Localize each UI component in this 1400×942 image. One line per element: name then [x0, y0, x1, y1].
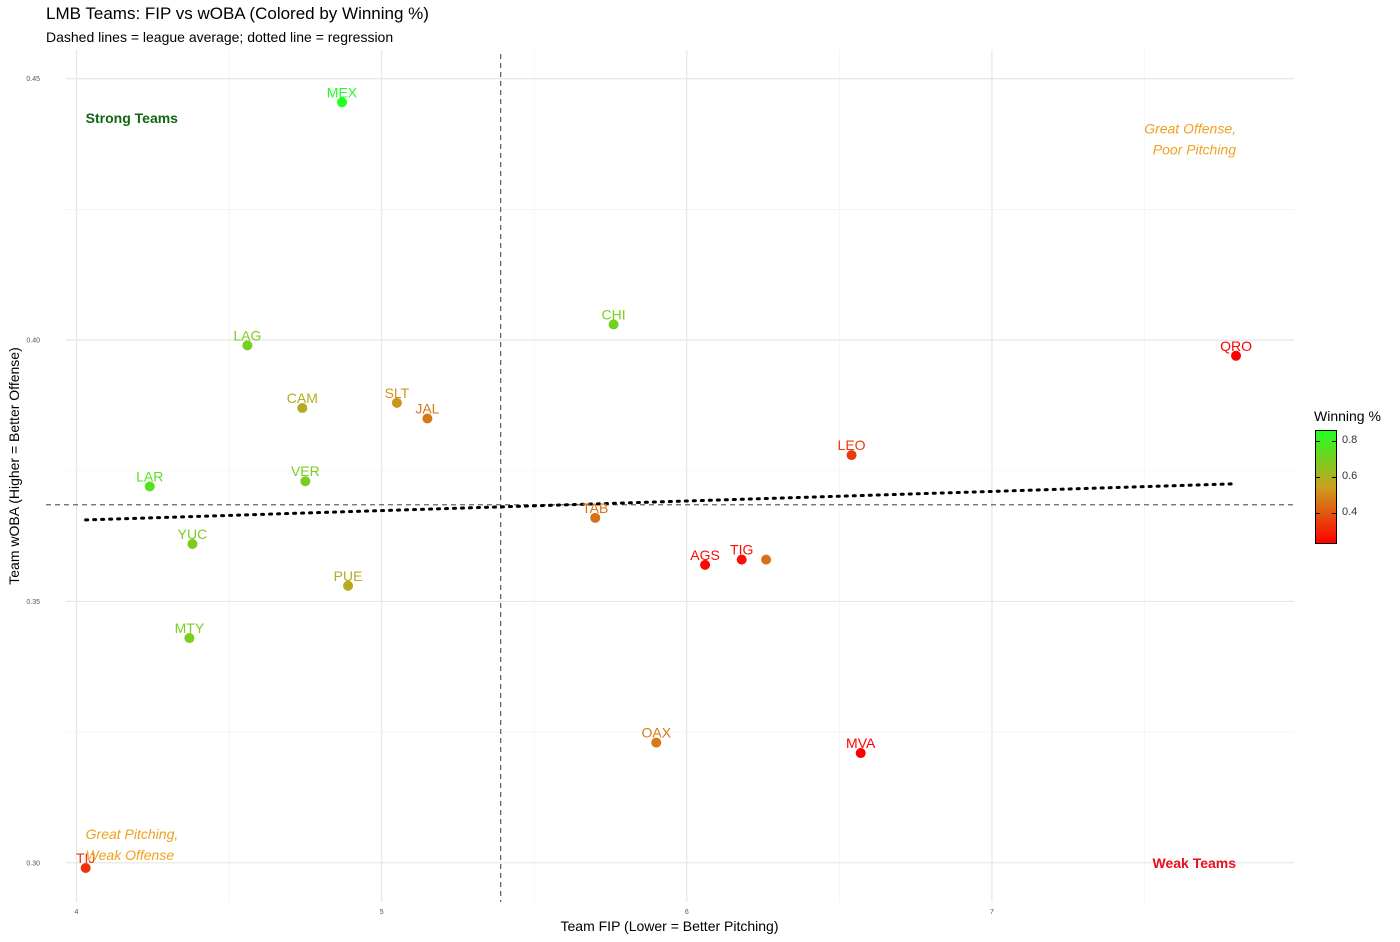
point-label: TIJ [76, 850, 95, 866]
data-point [184, 633, 195, 644]
x-tick-label: 6 [685, 909, 689, 916]
data-point [700, 559, 711, 570]
legend-tick-mark [1316, 477, 1320, 479]
y-tick-label: 0.45 [26, 76, 40, 83]
point-label: OAX [641, 725, 671, 741]
legend-tick-mark [1332, 440, 1336, 442]
point-labels: MEX CHI LAG QRO CAM SLT JAL LEO LAR VER TAB YUC AGS T… [76, 84, 1252, 866]
data-point [300, 476, 311, 487]
axis-ticks: 4 5 6 7 0.30 0.35 0.40 0.45 [26, 76, 994, 916]
annotation-text: Poor Pitching [1153, 141, 1236, 157]
data-point [144, 481, 155, 492]
point-label: CHI [601, 306, 625, 322]
legend-tick-label: 0.8 [1342, 433, 1358, 446]
x-axis-label: Team FIP (Lower = Better Pitching) [560, 918, 779, 934]
point-label: JAL [415, 401, 439, 417]
data-point [422, 413, 433, 424]
reference-lines [46, 54, 1294, 902]
annotation-text: Great Offense, [1144, 120, 1236, 136]
data-point [590, 512, 601, 523]
point-label: TAB [582, 500, 608, 516]
legend-tick-mark [1316, 513, 1320, 515]
legend-tick-mark [1332, 477, 1336, 479]
x-tick-label: 5 [380, 909, 384, 916]
quadrant-annotations: Strong Teams Great Offense, Poor Pitching G… [86, 110, 1237, 871]
data-point [242, 340, 253, 351]
data-point [846, 450, 857, 461]
y-axis-label: Team wOBA (Higher = Better Offense) [6, 347, 22, 585]
y-tick-label: 0.40 [26, 338, 40, 345]
x-tick-label: 4 [75, 909, 79, 916]
point-label: CAM [287, 390, 318, 406]
legend-color-bar [1315, 430, 1337, 544]
grid-lines [66, 50, 1294, 902]
chart-title: LMB Teams: FIP vs wOBA (Colored by Winni… [46, 4, 429, 23]
legend-tick-label: 0.4 [1342, 506, 1358, 519]
data-point [336, 97, 347, 108]
data-point [736, 554, 747, 565]
data-point [855, 748, 866, 759]
point-label: MVA [846, 735, 876, 751]
point-label: LEO [838, 437, 866, 453]
chart-subtitle: Dashed lines = league average; dotted li… [46, 29, 394, 45]
data-points [80, 97, 1242, 874]
annotation-text: Weak Offense [86, 847, 175, 863]
annotation-text: Weak Teams [1152, 855, 1236, 871]
legend-title: Winning % [1314, 408, 1381, 424]
point-label: AGS [690, 547, 720, 563]
point-label: MTY [175, 620, 205, 636]
annotation-text: Strong Teams [86, 110, 179, 126]
legend-tick-mark [1316, 440, 1320, 442]
point-label: QRO [1220, 338, 1252, 354]
y-tick-label: 0.35 [26, 599, 40, 606]
x-tick-label: 7 [990, 909, 994, 916]
regression-line [84, 482, 1235, 522]
point-label: PUE [334, 568, 363, 584]
point-label: LAG [233, 327, 261, 343]
data-point [297, 403, 308, 414]
data-point [761, 554, 772, 565]
data-point [343, 580, 354, 591]
point-label: TIG [730, 542, 753, 558]
color-legend: Winning % 0.4 0.6 0.8 [1312, 408, 1398, 558]
data-point [1231, 350, 1242, 361]
point-label: SLT [385, 385, 410, 401]
legend-tick-label: 0.6 [1342, 470, 1358, 483]
point-label: LAR [136, 468, 163, 484]
data-point [391, 397, 402, 408]
legend-tick-mark [1332, 513, 1336, 515]
point-label: VER [291, 463, 320, 479]
data-point [80, 863, 91, 874]
point-label: YUC [178, 526, 208, 542]
data-point [187, 538, 198, 549]
data-point [651, 737, 662, 748]
annotation-text: Great Pitching, [86, 826, 179, 842]
y-tick-label: 0.30 [26, 860, 40, 867]
data-point [608, 319, 619, 330]
point-label: MEX [327, 84, 358, 100]
